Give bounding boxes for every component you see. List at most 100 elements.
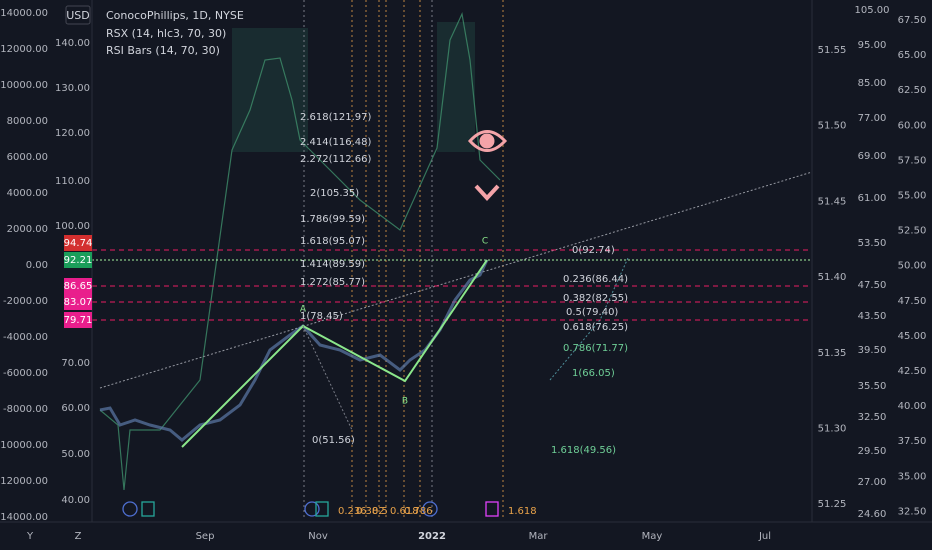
left-axis-label: 8000.00 <box>7 116 48 127</box>
left-axis-label: -14000.00 <box>0 512 48 523</box>
fib-extension-label: 0(51.56) <box>312 435 355 446</box>
right-axis-label: 62.50 <box>898 85 927 96</box>
x-axis-label: Mar <box>529 531 549 542</box>
left-axis-label: 100.00 <box>55 221 90 232</box>
zone <box>437 22 475 152</box>
price-tag-label: 79.71 <box>64 315 93 326</box>
right-axis-label: 77.00 <box>858 113 887 124</box>
fib-extension-label: 2.618(121.97) <box>300 112 372 123</box>
left-axis-label: -2000.00 <box>3 296 48 307</box>
right-axis-label: 32.50 <box>858 412 887 423</box>
currency: USD <box>66 9 90 22</box>
left-axis-label: 130.00 <box>55 83 90 94</box>
right-axis-label: 51.30 <box>818 424 847 435</box>
price-tag-label: 86.65 <box>64 281 93 292</box>
arrow-icon <box>474 184 500 201</box>
x-axis-label: Jul <box>758 531 771 542</box>
left-axis-label: 40.00 <box>61 495 90 506</box>
price-tag <box>64 278 92 294</box>
fib-extension-label: 1.414(89.59) <box>300 259 365 270</box>
right-axis-label: 57.50 <box>898 155 927 166</box>
indicator: RSI Bars (14, 70, 30) <box>106 44 220 57</box>
right-axis-label: 60.00 <box>898 120 927 131</box>
left-axis-label: 10000.00 <box>0 80 48 91</box>
levels <box>92 249 812 321</box>
time-fib-label: 0.786 <box>404 506 433 517</box>
fib-retracement-label: 0.382(82.55) <box>563 293 628 304</box>
fib-extension-label: 2(105.35) <box>310 188 359 199</box>
price-tag <box>64 235 92 251</box>
left-axis-label: 140.00 <box>55 38 90 49</box>
fib-retracement-label: 1(66.05) <box>572 368 615 379</box>
fib-retracement-label: 0.786(71.77) <box>563 343 628 354</box>
axis-button[interactable]: Z <box>75 531 82 542</box>
currency-box[interactable] <box>65 5 91 25</box>
price-tag-label: 94.74 <box>64 238 93 249</box>
right-axis-label: 51.25 <box>818 499 847 510</box>
x-axis-label: 2022 <box>418 531 446 542</box>
right-axis-label: 35.50 <box>858 381 887 392</box>
left-axis-label: 60.00 <box>61 403 90 414</box>
axis-button[interactable]: Y <box>26 531 34 542</box>
fib-retracement-label: 0.618(76.25) <box>563 322 628 333</box>
left-axis-label: 12000.00 <box>0 44 48 55</box>
left-axis-label: 50.00 <box>61 449 90 460</box>
right-axis-label: 37.50 <box>898 436 927 447</box>
x-axis-label: May <box>642 531 663 542</box>
right-axis-label: 105.00 <box>855 5 890 16</box>
rsx-line <box>99 12 501 491</box>
left-axis-label: -4000.00 <box>3 332 48 343</box>
right-axis-label: 51.55 <box>818 45 847 56</box>
wave-label: A <box>300 305 307 315</box>
right-axis-label: 51.35 <box>818 348 847 359</box>
time-fib-label: 0.5 <box>372 506 388 517</box>
right-axis-label: 35.00 <box>898 471 927 482</box>
fib-retracement-label: 0(92.74) <box>572 245 615 256</box>
event-icons <box>122 501 499 517</box>
fib-extension-label: 2.414(116.48) <box>300 137 372 148</box>
left-axis-label: -10000.00 <box>0 440 48 451</box>
right-axis-label: 27.00 <box>858 477 887 488</box>
right-axis-label: 61.00 <box>858 193 887 204</box>
right-axis-label: 29.50 <box>858 446 887 457</box>
left-axis-label: 70.00 <box>61 358 90 369</box>
indicator: RSX (14, hlc3, 70, 30) <box>106 27 226 40</box>
left-axis-label: 110.00 <box>55 176 90 187</box>
fib-retracement-label: 1.618(49.56) <box>551 445 616 456</box>
right-axis-label: 39.50 <box>858 345 887 356</box>
right-axis-label: 47.50 <box>858 280 887 291</box>
left-axis-label: 4000.00 <box>7 188 48 199</box>
right-axis-label: 55.00 <box>898 191 927 202</box>
left-axis-label: 14000.00 <box>0 8 48 19</box>
right-axis-label: 52.50 <box>898 226 927 237</box>
price-tag-label: 83.07 <box>64 297 93 308</box>
time-fib-label: 1.618 <box>508 506 537 517</box>
right-axis-label: 42.50 <box>898 366 927 377</box>
left-axis-label: -12000.00 <box>0 476 48 487</box>
eye-icon <box>467 130 508 152</box>
right-axis-label: 69.00 <box>858 151 887 162</box>
wave-label: C <box>482 237 488 247</box>
symbol: ConocoPhillips, 1D, NYSE <box>106 9 244 22</box>
trend-line <box>99 171 813 389</box>
right-axis-label: 24.60 <box>858 509 887 520</box>
price-tag-label: 92.21 <box>64 255 93 266</box>
left-axis-label: 120.00 <box>55 128 90 139</box>
right-axis-label: 32.50 <box>898 506 927 517</box>
fib-anchor <box>302 325 353 431</box>
fib-extension-label: 1.272(85.77) <box>300 277 365 288</box>
right-axis-label: 51.40 <box>818 272 847 283</box>
left-axis-label: -8000.00 <box>3 404 48 415</box>
fib-extension-label: 2.272(112.66) <box>300 154 372 165</box>
right-axis-label: 45.00 <box>898 331 927 342</box>
right-axis-label: 50.00 <box>898 261 927 272</box>
x-axis-label: Sep <box>196 531 215 542</box>
left-axis-label: -6000.00 <box>3 368 48 379</box>
zone <box>232 28 308 152</box>
fib-extension-label: 1.786(99.59) <box>300 214 365 225</box>
right-axis-label: 53.50 <box>858 238 887 249</box>
fib-extension-label: 1.618(95.07) <box>300 236 365 247</box>
fib-retracement-label: 0.236(86.44) <box>563 274 628 285</box>
right-axis-label: 40.00 <box>898 401 927 412</box>
